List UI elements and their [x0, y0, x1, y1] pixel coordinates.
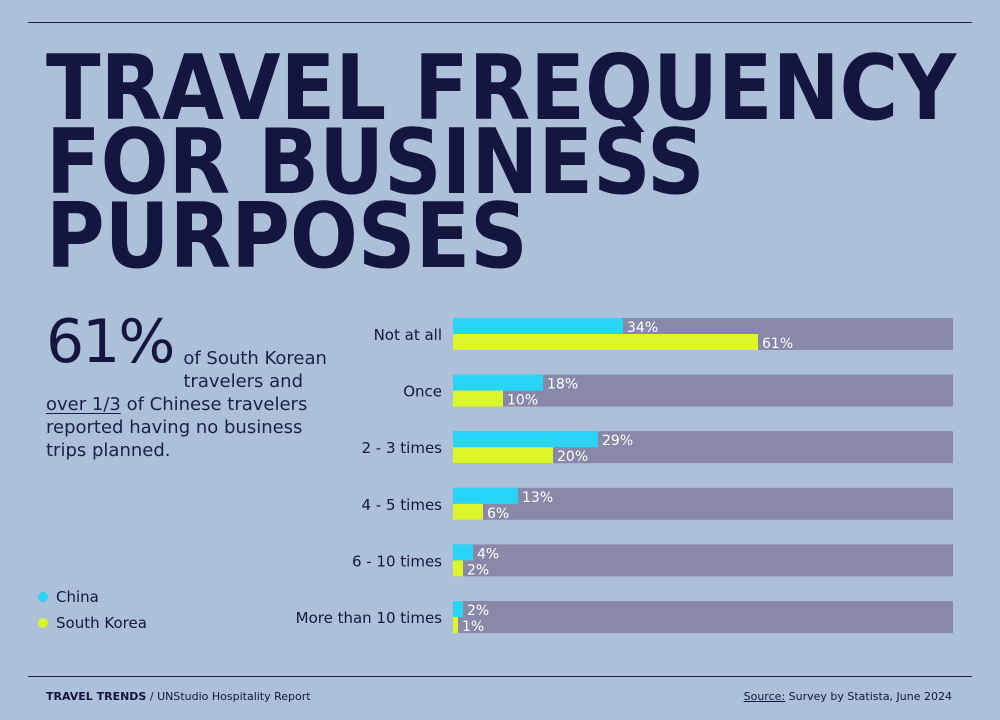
bar-south-korea	[453, 334, 758, 350]
stat-underline: over 1/3	[46, 394, 121, 415]
category-label: 2 - 3 times	[361, 439, 442, 457]
category-label: More than 10 times	[296, 609, 443, 627]
chart-legend: China South Korea	[38, 584, 147, 636]
data-label-south-korea: 20%	[557, 449, 588, 465]
bar-south-korea	[453, 617, 458, 633]
source-text: Survey by Statista, June 2024	[785, 690, 952, 703]
data-label-china: 34%	[627, 320, 658, 336]
source-label: Source:	[743, 690, 786, 703]
stat-description: of South Korean travelers and over 1/3 o…	[46, 312, 336, 462]
bar-china	[453, 431, 598, 448]
legend-item-south-korea: South Korea	[38, 610, 147, 636]
bar-south-korea	[453, 560, 463, 577]
page-title: TRAVEL FREQUENCY FOR BUSINESS PURPOSES	[46, 36, 957, 289]
data-label-china: 4%	[477, 546, 499, 562]
footer-brand-name: TRAVEL TRENDS	[46, 690, 147, 703]
bar-south-korea	[453, 503, 483, 520]
data-label-china: 18%	[547, 377, 578, 393]
footer-brand: TRAVEL TRENDS / UNStudio Hospitality Rep…	[46, 690, 311, 703]
data-label-china: 29%	[602, 433, 633, 449]
legend-swatch-south-korea	[38, 618, 48, 628]
bar-track	[453, 487, 953, 520]
footer-report-name: UNStudio Hospitality Report	[157, 690, 311, 703]
bar-china	[453, 487, 518, 504]
category-label: 4 - 5 times	[361, 496, 442, 514]
bar-china	[453, 374, 543, 391]
key-stat: 61% of South Korean travelers and over 1…	[46, 312, 336, 462]
data-label-south-korea: 1%	[462, 619, 484, 635]
bar-south-korea	[453, 447, 553, 464]
footer-source: Source: Survey by Statista, June 2024	[744, 690, 952, 703]
bar-south-korea	[453, 390, 503, 407]
data-label-china: 2%	[467, 603, 489, 619]
bar-china	[453, 601, 463, 617]
footer-separator: /	[146, 690, 158, 703]
legend-swatch-china	[38, 592, 48, 602]
data-label-south-korea: 2%	[467, 562, 489, 578]
category-label: Once	[403, 383, 442, 401]
top-rule	[28, 22, 972, 23]
category-label: Not at all	[374, 326, 442, 344]
bottom-rule	[28, 676, 972, 677]
bar-track	[453, 544, 953, 577]
category-label: 6 - 10 times	[352, 552, 442, 570]
bar-track	[453, 601, 953, 633]
stat-text-1: of South Korean travelers and	[183, 348, 327, 392]
data-label-south-korea: 10%	[507, 393, 538, 409]
stat-number: 61%	[46, 307, 175, 377]
data-label-south-korea: 61%	[762, 336, 793, 352]
bar-china	[453, 544, 473, 561]
stat-text-2: of Chinese travelers reported having no …	[46, 394, 308, 461]
data-label-south-korea: 6%	[487, 506, 509, 522]
data-label-china: 13%	[522, 490, 553, 506]
bar-china	[453, 318, 623, 334]
legend-label-south-korea: South Korea	[56, 614, 147, 632]
legend-label-china: China	[56, 588, 99, 606]
legend-item-china: China	[38, 584, 147, 610]
